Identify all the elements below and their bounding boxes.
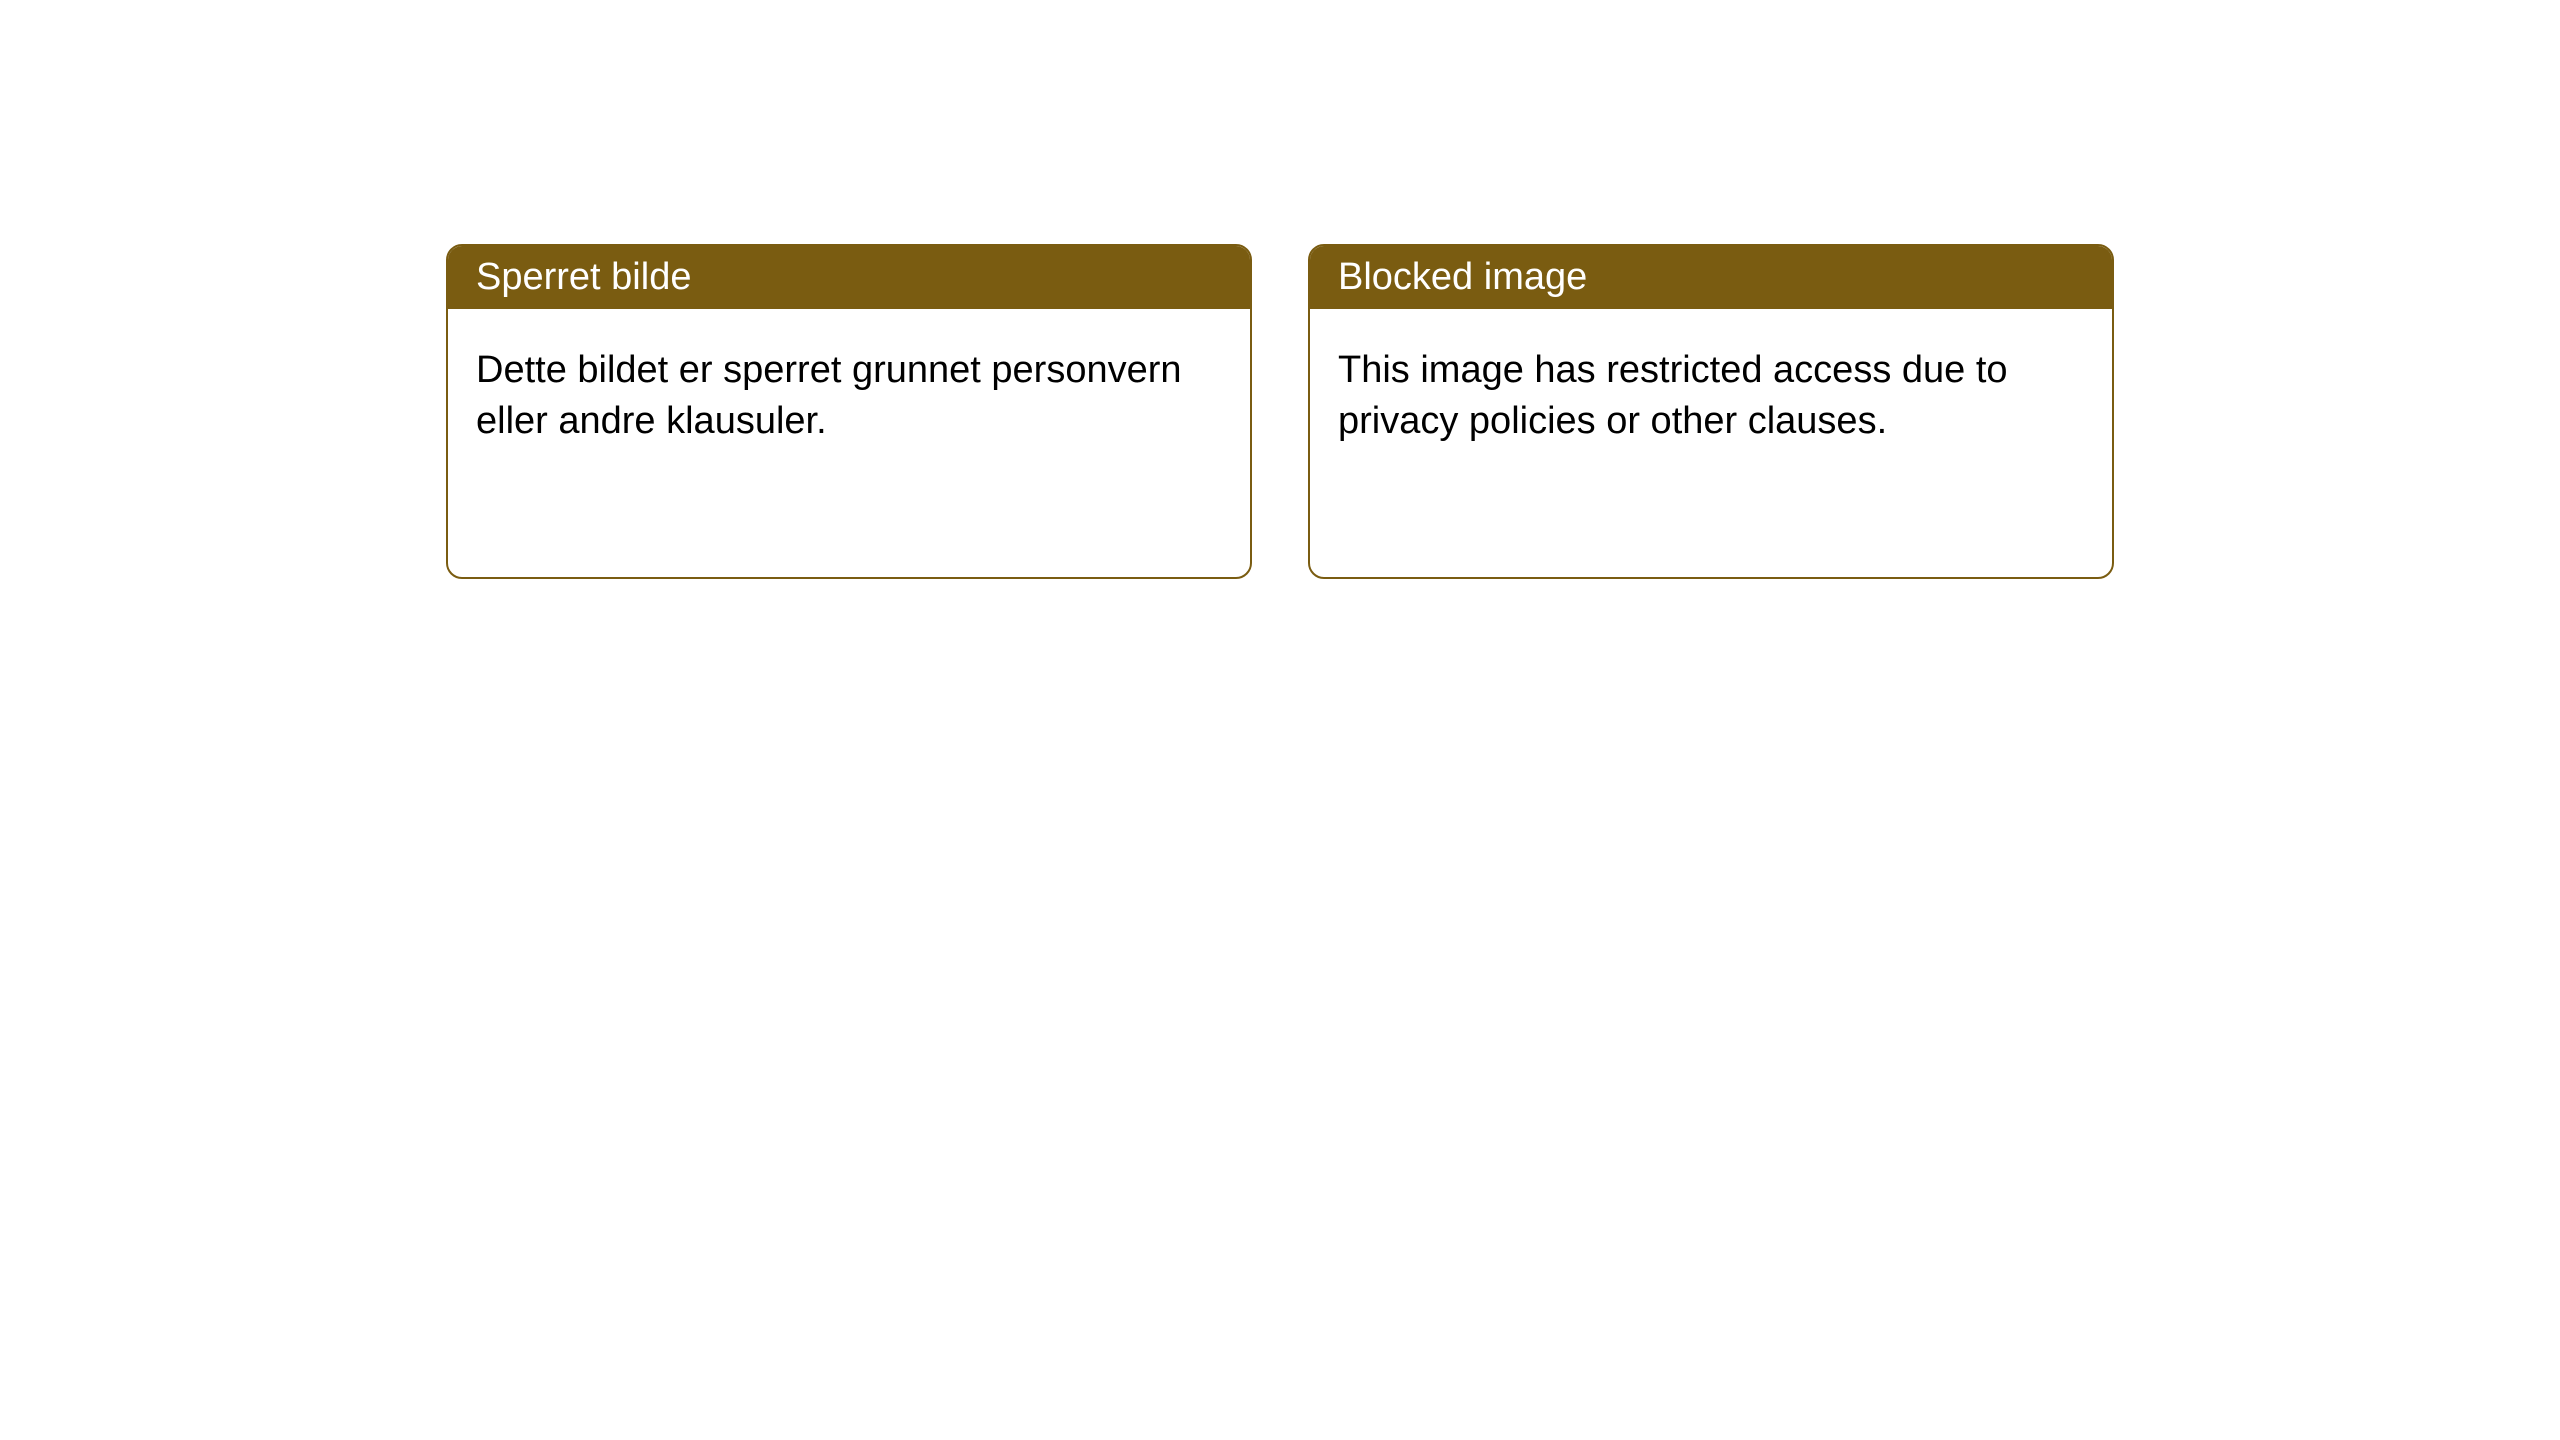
card-title: Sperret bilde: [448, 246, 1250, 309]
card-title: Blocked image: [1310, 246, 2112, 309]
card-body: This image has restricted access due to …: [1310, 309, 2112, 484]
notice-card-english: Blocked image This image has restricted …: [1308, 244, 2114, 579]
card-body: Dette bildet er sperret grunnet personve…: [448, 309, 1250, 484]
notice-card-norwegian: Sperret bilde Dette bildet er sperret gr…: [446, 244, 1252, 579]
notice-container: Sperret bilde Dette bildet er sperret gr…: [0, 0, 2560, 579]
